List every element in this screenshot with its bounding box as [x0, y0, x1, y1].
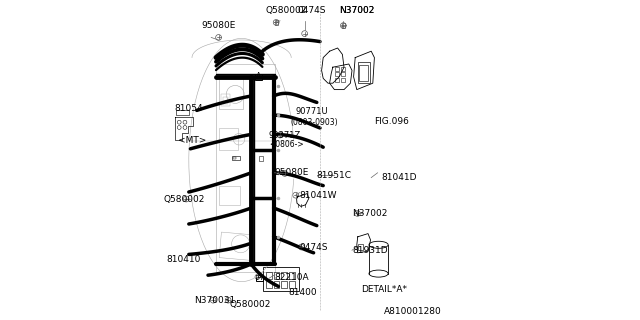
- Text: 90371Z: 90371Z: [269, 131, 301, 140]
- Bar: [341, 78, 345, 82]
- Text: 82210A: 82210A: [274, 273, 308, 282]
- Bar: [282, 281, 287, 288]
- Bar: [219, 78, 243, 109]
- Bar: [255, 74, 262, 80]
- Bar: [223, 97, 228, 104]
- Bar: [341, 72, 345, 76]
- Bar: [358, 244, 362, 250]
- Text: Q580002: Q580002: [230, 300, 271, 309]
- Text: 0474S: 0474S: [300, 244, 328, 252]
- Bar: [219, 186, 240, 205]
- Text: 81041W: 81041W: [300, 191, 337, 200]
- Text: 95080E: 95080E: [275, 168, 308, 177]
- Bar: [232, 156, 240, 160]
- Text: 81054: 81054: [174, 104, 203, 113]
- Bar: [266, 281, 272, 288]
- Text: 81041D: 81041D: [381, 173, 417, 182]
- Text: N37002: N37002: [352, 209, 387, 218]
- Text: N370031: N370031: [195, 296, 236, 305]
- Bar: [264, 267, 298, 291]
- Text: (0803-0903): (0803-0903): [291, 118, 338, 127]
- Text: 90771U: 90771U: [296, 108, 328, 116]
- Bar: [259, 156, 263, 161]
- Bar: [233, 157, 236, 159]
- Bar: [274, 272, 280, 279]
- Text: 95080E: 95080E: [202, 21, 236, 30]
- Bar: [358, 62, 370, 83]
- Text: FIG.096: FIG.096: [374, 117, 409, 126]
- Text: A: A: [257, 273, 262, 282]
- Bar: [275, 20, 278, 25]
- Bar: [335, 78, 339, 82]
- Text: <0806->: <0806->: [269, 140, 303, 149]
- Bar: [256, 275, 263, 281]
- Bar: [289, 272, 295, 279]
- Bar: [176, 110, 189, 115]
- Bar: [282, 272, 287, 279]
- Text: N37002: N37002: [339, 6, 374, 15]
- Bar: [216, 64, 275, 272]
- Bar: [219, 232, 253, 260]
- Text: N37002: N37002: [339, 6, 374, 15]
- Text: 81951C: 81951C: [317, 171, 352, 180]
- Text: A: A: [256, 72, 261, 81]
- Bar: [341, 67, 345, 71]
- Bar: [266, 272, 272, 279]
- Bar: [289, 281, 295, 288]
- Bar: [360, 65, 369, 81]
- Bar: [342, 23, 345, 28]
- Bar: [274, 281, 280, 288]
- Text: 0474S: 0474S: [298, 6, 326, 15]
- Text: 81400: 81400: [288, 288, 317, 297]
- Text: 81931D: 81931D: [352, 246, 388, 255]
- Text: A810001280: A810001280: [384, 308, 442, 316]
- Bar: [335, 67, 339, 71]
- Text: Q580002: Q580002: [163, 195, 205, 204]
- Bar: [335, 72, 339, 76]
- Bar: [221, 94, 230, 106]
- Text: DETAIL*A*: DETAIL*A*: [361, 285, 407, 294]
- Text: Q580002: Q580002: [266, 6, 307, 15]
- Bar: [219, 128, 238, 150]
- Text: 810410: 810410: [166, 255, 201, 264]
- Text: <MT>: <MT>: [178, 136, 206, 145]
